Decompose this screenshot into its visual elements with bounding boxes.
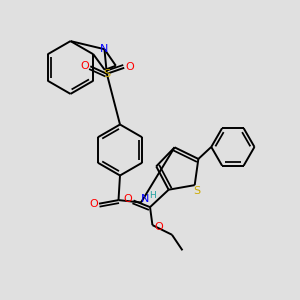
- Text: O: O: [124, 194, 133, 204]
- Text: O: O: [155, 222, 164, 232]
- Text: S: S: [103, 69, 110, 79]
- Text: H: H: [149, 191, 155, 200]
- Text: N: N: [100, 44, 109, 54]
- Text: N: N: [141, 194, 150, 205]
- Text: O: O: [80, 61, 89, 71]
- Text: O: O: [126, 62, 135, 72]
- Text: O: O: [89, 199, 98, 209]
- Text: S: S: [194, 185, 201, 196]
